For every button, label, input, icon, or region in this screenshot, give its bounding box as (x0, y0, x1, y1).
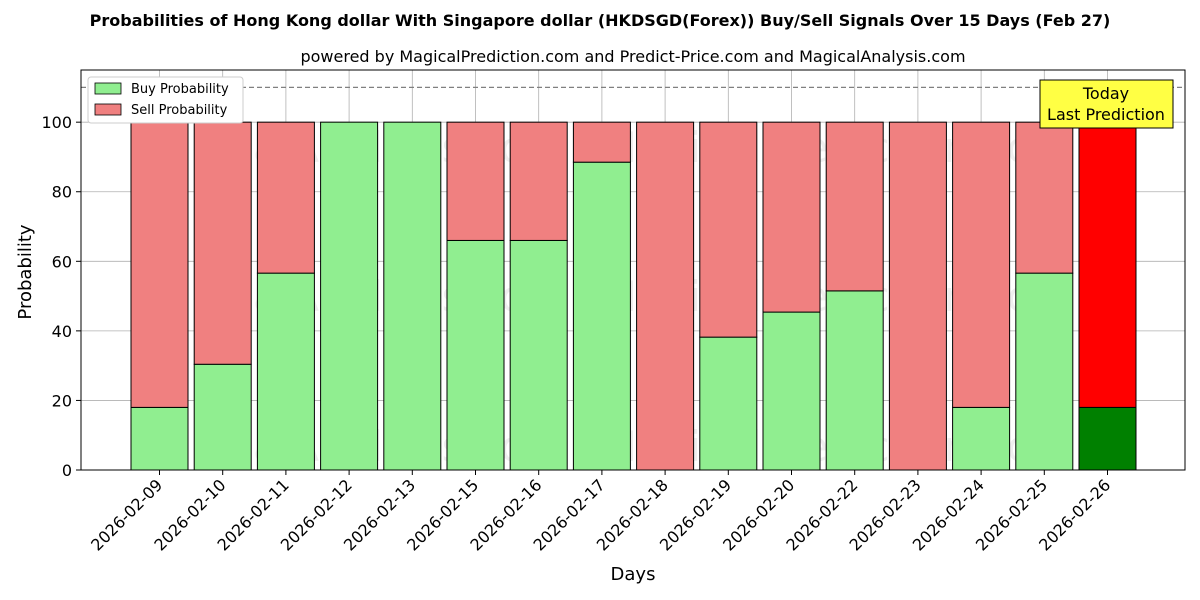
bar-sell (699, 121, 758, 338)
bar-sell (572, 121, 631, 163)
bar-buy (256, 272, 315, 471)
bar-sell (193, 121, 252, 365)
bar-buy (130, 406, 189, 471)
x-ticks: 2026-02-092026-02-102026-02-112026-02-12… (87, 470, 1114, 555)
bar-buy (383, 121, 442, 471)
annotation-line-1: Today (1082, 84, 1129, 103)
bar-sell (636, 121, 695, 471)
y-tick-label: 80 (52, 183, 72, 202)
bars (130, 121, 1137, 471)
y-tick-label: 20 (52, 391, 72, 410)
bar-sell (952, 121, 1011, 408)
bar-sell (446, 121, 505, 241)
legend-swatch-sell (94, 103, 122, 116)
bar-sell (1015, 121, 1074, 274)
bar-buy (699, 336, 758, 471)
plot-frame (80, 69, 1186, 471)
bar-buy (1078, 406, 1137, 471)
y-tick-label: 0 (62, 461, 72, 480)
bar-buy (1015, 272, 1074, 471)
bar-buy (762, 311, 821, 471)
y-tick-label: 40 (52, 322, 72, 341)
chart-title: Probabilities of Hong Kong dollar With S… (90, 11, 1111, 30)
today-annotation: Today Last Prediction (1039, 79, 1174, 129)
bar-sell (509, 121, 568, 241)
annotation-line-2: Last Prediction (1047, 105, 1165, 124)
bar-sell (762, 121, 821, 313)
bar-sell (825, 121, 884, 292)
chart-subtitle: powered by MagicalPrediction.com and Pre… (300, 47, 965, 66)
legend: Buy Probability Sell Probability (87, 76, 244, 124)
bar-sell (130, 121, 189, 408)
x-axis-label: Days (611, 564, 656, 585)
bar-sell (256, 121, 315, 274)
bar-buy (193, 363, 252, 471)
bar-buy (952, 406, 1011, 471)
bar-buy (320, 121, 379, 471)
bar-sell (1078, 121, 1137, 408)
legend-box (87, 76, 244, 124)
y-tick-label: 100 (41, 113, 72, 132)
annotation-box (1039, 79, 1174, 129)
legend-label-buy: Buy Probability (131, 82, 229, 97)
bar-buy (509, 239, 568, 471)
bar-buy (446, 239, 505, 471)
y-tick-label: 60 (52, 252, 72, 271)
legend-label-sell: Sell Probability (131, 103, 228, 118)
bar-buy (825, 290, 884, 471)
bar-sell (888, 121, 947, 471)
y-axis-label: Probability (15, 224, 36, 319)
legend-swatch-buy (94, 82, 122, 95)
bar-buy (572, 161, 631, 471)
y-ticks: 0 20 40 60 80 100 (41, 113, 81, 480)
